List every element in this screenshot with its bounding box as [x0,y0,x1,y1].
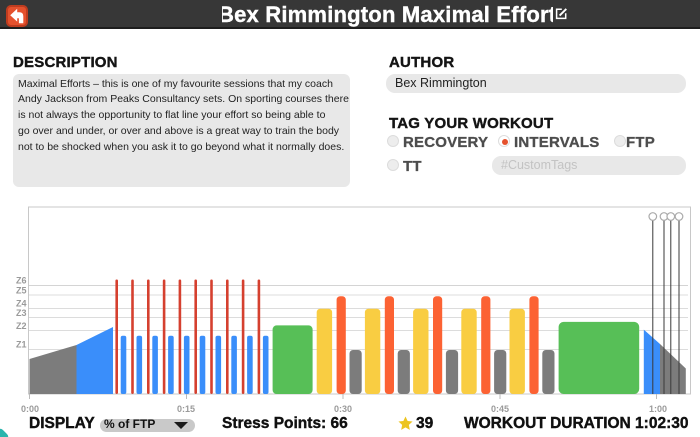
svg-text:Z1: Z1 [16,340,27,350]
svg-text:0:15: 0:15 [177,404,195,414]
svg-text:Z2: Z2 [16,321,27,331]
svg-text:1:00: 1:00 [649,404,667,414]
svg-text:Z4: Z4 [16,299,27,309]
svg-text:0:30: 0:30 [334,404,352,414]
svg-text:Z6: Z6 [16,276,27,286]
svg-text:Z5: Z5 [16,286,27,296]
svg-text:Z3: Z3 [16,308,27,318]
svg-text:0:00: 0:00 [21,404,39,414]
svg-text:0:45: 0:45 [491,404,509,414]
